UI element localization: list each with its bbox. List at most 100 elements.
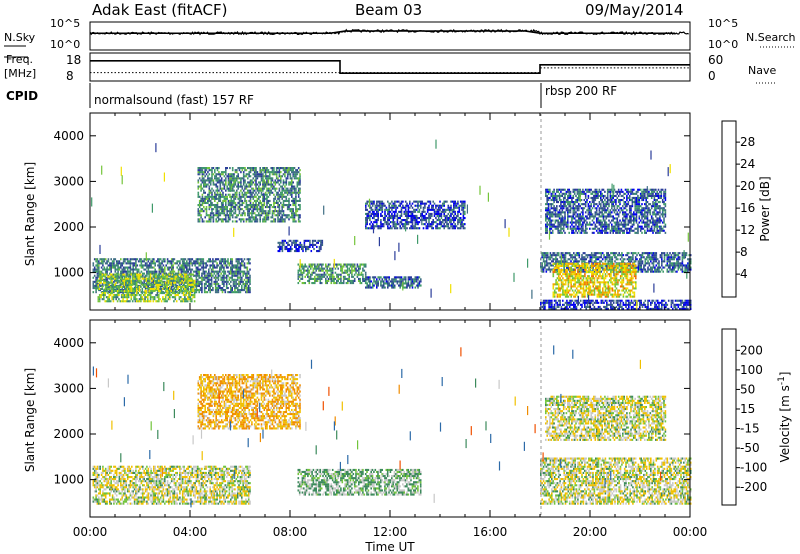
power-cells-cell xyxy=(273,220,275,223)
power-cells-cell xyxy=(173,279,175,282)
power-cells-cell xyxy=(400,208,403,211)
power-cells-cell xyxy=(320,277,323,280)
power-cells-cell xyxy=(553,252,556,255)
power-cells-cell xyxy=(377,208,379,211)
power-cells-cell xyxy=(127,300,130,303)
power-cells-cell xyxy=(259,220,261,223)
power-cells-cell xyxy=(149,294,152,297)
power-cells-cell xyxy=(450,225,452,228)
power-cells-cell xyxy=(601,268,604,271)
power-cells-cell xyxy=(266,214,268,217)
power-cells-cell xyxy=(325,263,327,266)
power-cells-cell xyxy=(212,197,215,200)
power-cells-cell xyxy=(285,179,288,182)
power-cells-cell xyxy=(297,218,300,221)
power-cells-cell xyxy=(457,200,459,203)
power-cells-cell xyxy=(444,208,447,211)
power-cells-cell xyxy=(458,204,461,207)
power-cells-cell xyxy=(398,276,400,279)
power-cells-cell xyxy=(147,282,150,285)
power-cells-cell xyxy=(232,291,235,294)
power-cells-cell xyxy=(266,171,268,174)
power-cells-cell xyxy=(123,289,126,292)
power-cells-cell xyxy=(437,217,440,220)
power-cells-cell xyxy=(433,214,436,217)
power-cells-cell xyxy=(299,175,301,178)
power-cells-cell xyxy=(214,260,217,263)
power-cells-cell xyxy=(175,282,177,285)
power-cells-cell xyxy=(229,193,231,196)
power-cells-cell xyxy=(120,272,122,275)
power-cells-cell xyxy=(300,248,303,251)
power-cells-cell xyxy=(231,220,234,223)
power-cells-cell xyxy=(384,278,386,281)
power-cells-cell xyxy=(380,223,382,226)
power-cells-cell xyxy=(222,181,224,184)
power-cells-cell xyxy=(127,279,130,282)
power-cells-cell xyxy=(181,281,183,284)
power-cells-cell xyxy=(601,258,604,261)
power-cells-cell xyxy=(225,220,227,223)
power-cells-cell xyxy=(245,206,248,209)
power-cells-cell xyxy=(242,181,245,184)
power-cells-cell xyxy=(165,291,167,294)
power-cells-cell xyxy=(271,214,274,217)
power-cells-cell xyxy=(154,268,156,271)
power-cells-cell xyxy=(345,277,348,280)
power-cells-cell xyxy=(122,260,125,263)
power-cells-cell xyxy=(593,252,596,255)
power-cells-cell xyxy=(288,201,290,204)
power-cells-cell xyxy=(369,217,371,220)
power-cells-cell xyxy=(145,285,148,288)
power-cells-cell xyxy=(313,243,315,246)
power-cells-cell xyxy=(204,181,206,184)
power-cells-cell xyxy=(170,279,172,282)
power-cells-cell xyxy=(366,202,368,205)
power-cells-cell xyxy=(262,193,264,196)
power-cells-cell xyxy=(228,282,231,285)
power-cells-cell xyxy=(213,276,216,279)
power-cells-cell xyxy=(355,271,357,274)
power-cells-cell xyxy=(203,179,205,182)
power-cells-cell xyxy=(422,217,425,220)
power-cells-cell xyxy=(131,279,134,282)
power-cells-cell xyxy=(223,282,225,285)
power-cells-cell xyxy=(201,208,204,211)
power-cells-cell xyxy=(243,282,246,285)
power-cells-cell xyxy=(163,300,166,303)
power-cells-cell xyxy=(244,191,246,194)
power-cells-cell xyxy=(382,286,385,289)
power-cells-cell xyxy=(584,260,586,263)
power-cells-cell xyxy=(634,260,637,263)
power-cells-cell xyxy=(143,264,145,267)
power-cells-cell xyxy=(230,268,232,271)
power-cells-cell xyxy=(373,284,375,287)
power-cells-cell xyxy=(637,264,640,267)
power-cells-cell xyxy=(260,171,263,174)
power-cells-cell xyxy=(253,206,256,209)
power-cells-cell xyxy=(114,294,116,297)
power-cells-cell xyxy=(255,173,257,176)
power-cells-cell xyxy=(232,278,235,281)
power-cells-cell xyxy=(318,245,321,248)
power-cells-cell xyxy=(366,219,368,222)
power-cells-cell xyxy=(184,264,187,267)
power-cells-cell xyxy=(148,266,151,269)
power-cells-cell xyxy=(544,252,546,255)
power-cells-cell xyxy=(105,281,108,284)
power-cells-cell xyxy=(164,277,167,280)
power-cells-cell xyxy=(404,208,407,211)
power-cells-cell xyxy=(259,175,261,178)
power-cells-cell xyxy=(415,221,418,224)
power-cells-cell xyxy=(367,278,370,281)
power-cells-cell xyxy=(195,274,198,277)
power-cells-cell xyxy=(152,289,155,292)
power-cells-cell xyxy=(364,271,367,274)
power-cells-cell xyxy=(584,256,586,259)
power-cells-cell xyxy=(217,272,220,275)
power-cells-cell xyxy=(429,200,432,203)
power-cells-cell xyxy=(593,254,596,257)
power-cells-cell xyxy=(366,223,368,226)
power-cells-cell xyxy=(223,266,225,269)
power-cells-cell xyxy=(256,175,259,178)
